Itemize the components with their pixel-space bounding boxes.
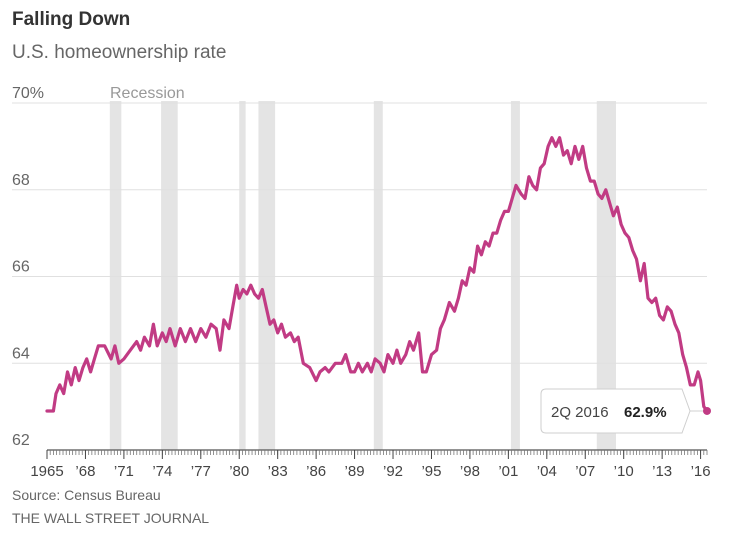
- annotation-label: 2Q 2016: [551, 404, 609, 421]
- y-tick-label: 70%: [12, 85, 44, 102]
- x-tick-label: ’86: [306, 463, 326, 480]
- source-note: Source: Census Bureau: [12, 487, 161, 503]
- series-line-1: [45, 136, 709, 413]
- x-tick-label: ’13: [652, 463, 672, 480]
- annotation: 2Q 2016 62.9%: [540, 388, 711, 434]
- x-tick-label: ’95: [421, 463, 441, 480]
- x-tick-label: ’10: [614, 463, 634, 480]
- series-layer: [45, 136, 709, 413]
- x-axis-labels: 1965 ’68 ’71 ’74 ’77 ’80 ’83 ’86 ’89 ’92 ’95 ’98 ’01…: [30, 450, 711, 480]
- x-tick-label: ’68: [75, 463, 95, 480]
- x-tick-label: ’74: [152, 463, 172, 480]
- recession-label: Recession: [110, 85, 185, 102]
- publisher-credit: THE WALL STREET JOURNAL: [12, 510, 209, 526]
- y-tick-label: 66: [12, 259, 30, 276]
- x-tick-label: ’98: [460, 463, 480, 480]
- annotation-value: 62.9%: [624, 404, 667, 421]
- x-tick-label: 1965: [30, 463, 63, 480]
- recession-band-4: [258, 101, 276, 450]
- recession-band-2: [161, 101, 178, 450]
- x-tick-label: ’07: [575, 463, 595, 480]
- y-axis-labels: 70% 68 66 64 62: [12, 85, 44, 449]
- x-axis: [46, 449, 708, 455]
- recession-band-5: [373, 101, 383, 450]
- x-tick-label: ’01: [498, 463, 518, 480]
- x-tick-label: ’16: [691, 463, 711, 480]
- annotation-point: [703, 406, 711, 415]
- x-tick-label: ’89: [345, 463, 365, 480]
- recession-band-1: [109, 101, 122, 450]
- x-tick-label: ’71: [114, 463, 134, 480]
- x-tick-label: ’92: [383, 463, 403, 480]
- chart-title: Falling Down: [12, 9, 130, 30]
- recession-band-3: [239, 101, 246, 450]
- recession-bands: [109, 101, 617, 450]
- x-tick-label: ’04: [537, 463, 557, 480]
- x-tick-label: ’77: [191, 463, 211, 480]
- recession-band-6: [510, 101, 520, 450]
- annotation-callout: 2Q 2016 62.9%: [540, 388, 691, 434]
- y-tick-label: 64: [12, 345, 30, 362]
- x-tick-label: ’80: [229, 463, 249, 480]
- y-tick-label: 62: [12, 432, 30, 449]
- y-tick-label: 68: [12, 172, 30, 189]
- x-tick-label: ’83: [268, 463, 288, 480]
- chart-subtitle: U.S. homeownership rate: [12, 42, 226, 63]
